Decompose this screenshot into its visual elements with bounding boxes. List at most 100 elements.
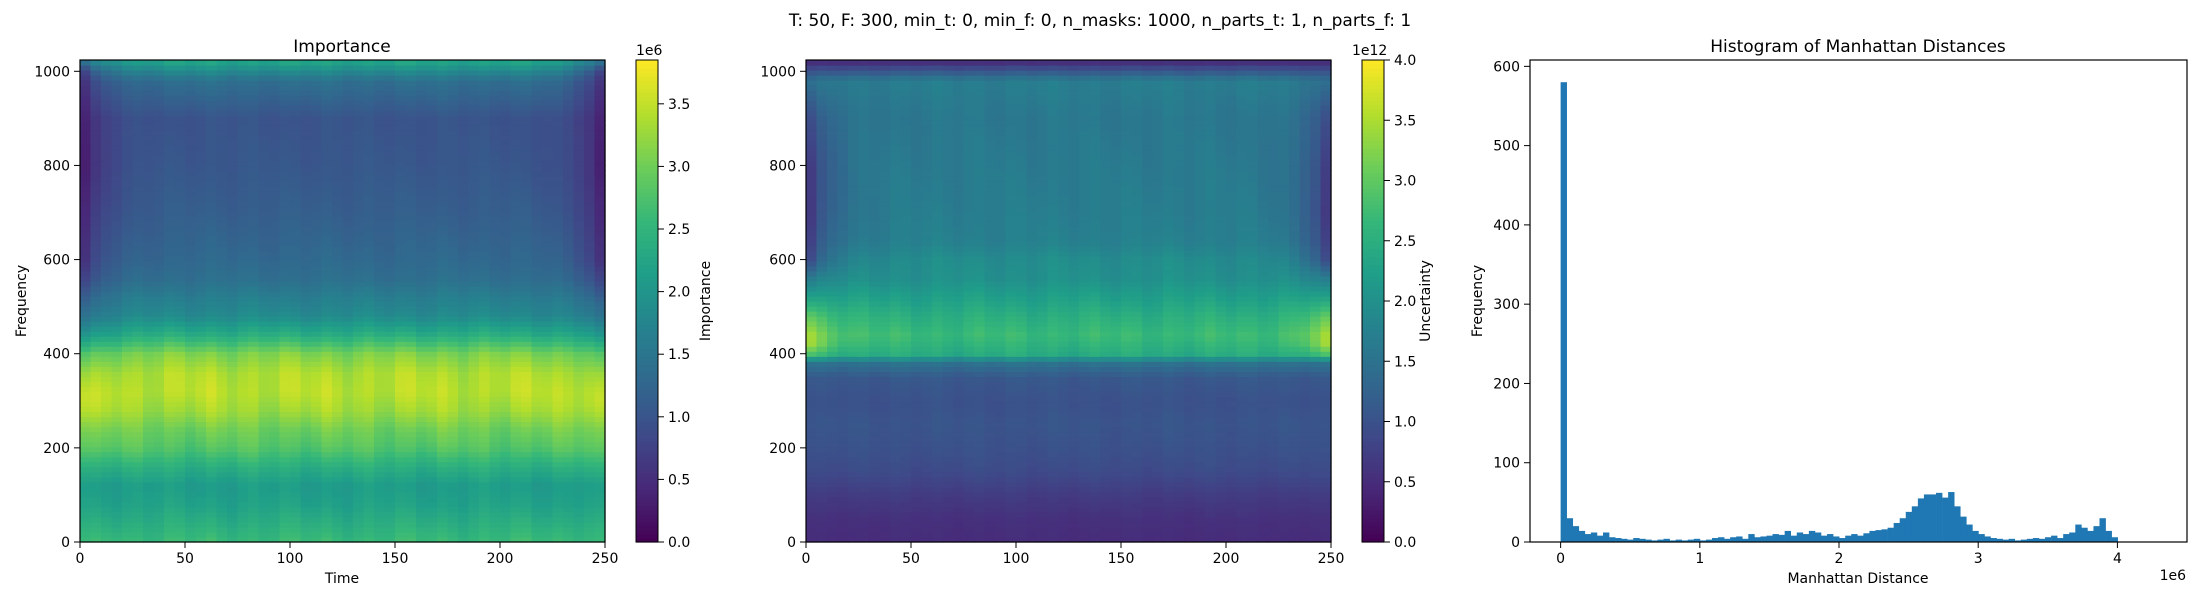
heatmap-cell [563, 356, 575, 362]
heatmap-cell [447, 491, 459, 498]
heatmap-cell [521, 140, 533, 146]
heatmap-cell [458, 381, 470, 387]
heatmap-cell [227, 75, 239, 81]
heatmap-cell [426, 526, 438, 533]
heatmap-cell [300, 401, 312, 408]
heatmap-cell [290, 255, 302, 262]
heatmap-cell [437, 496, 449, 503]
heatmap-cell [300, 270, 312, 277]
heatmap-cell [101, 195, 113, 202]
heatmap-cell [311, 95, 323, 101]
heatmap-cell [374, 526, 386, 533]
heatmap-cell [594, 150, 606, 156]
heatmap-cell [447, 381, 459, 387]
heatmap-cell [510, 165, 522, 172]
heatmap-cell [374, 361, 386, 367]
heatmap-cell [206, 75, 218, 81]
heatmap-cell [90, 431, 102, 438]
heatmap-cell [290, 351, 302, 357]
heatmap-cell [395, 521, 407, 528]
heatmap-cell [395, 285, 407, 292]
heatmap-cell [563, 361, 575, 367]
heatmap-cell [489, 526, 501, 533]
heatmap-cell [342, 140, 354, 146]
heatmap-cell [542, 195, 554, 202]
heatmap-cell [237, 441, 249, 448]
heatmap-cell [426, 486, 438, 493]
heatmap-cell [384, 326, 396, 332]
heatmap-cell [353, 245, 365, 252]
heatmap-cell [416, 110, 428, 116]
heatmap-cell [437, 220, 449, 227]
heatmap-cell [258, 326, 270, 332]
colorbar-tick-label: 1.0 [668, 410, 690, 426]
heatmap-cell [510, 341, 522, 347]
heatmap-cell [384, 416, 396, 423]
heatmap-cell [584, 476, 596, 483]
heatmap-cell [111, 190, 123, 197]
heatmap-cell [132, 301, 144, 307]
heatmap-cell [206, 215, 218, 222]
heatmap-cell [384, 275, 396, 282]
heatmap-cell [143, 210, 155, 217]
heatmap-cell [552, 356, 564, 362]
heatmap-cell [111, 95, 123, 101]
heatmap-cell [437, 361, 449, 367]
heatmap-cell [248, 391, 260, 397]
heatmap-cell [153, 240, 165, 247]
heatmap-cell [132, 225, 144, 232]
heatmap-cell [269, 210, 281, 217]
heatmap-cell [594, 531, 606, 538]
heatmap-cell [227, 366, 239, 372]
heatmap-cell [531, 180, 543, 187]
heatmap-cell [237, 170, 249, 177]
heatmap-cell [489, 476, 501, 483]
heatmap-cell [531, 110, 543, 116]
heatmap-cell [195, 476, 207, 483]
heatmap-cell [500, 441, 512, 448]
heatmap-cell [437, 130, 449, 136]
heatmap-cell [185, 75, 197, 81]
heatmap-cell [437, 511, 449, 518]
heatmap-cell [111, 456, 123, 463]
heatmap-cell [143, 295, 155, 302]
heatmap-cell [164, 285, 176, 292]
heatmap-cell [426, 105, 438, 111]
heatmap-cell [363, 401, 375, 408]
heatmap-cell [101, 336, 113, 342]
heatmap-cell [437, 170, 449, 177]
heatmap-cell [363, 195, 375, 202]
heatmap-cell [563, 466, 575, 473]
y-tick-label: 1000 [34, 64, 70, 80]
heatmap-cell [573, 255, 585, 262]
heatmap-cell [426, 115, 438, 121]
colorbar-segment [636, 393, 658, 398]
heatmap-cell [132, 175, 144, 182]
heatmap-cell [374, 301, 386, 307]
heatmap-cell [395, 301, 407, 307]
heatmap-cell [311, 381, 323, 387]
heatmap-cell [458, 265, 470, 272]
heatmap-cell [479, 326, 491, 332]
heatmap-cell [300, 240, 312, 247]
heatmap-cell [311, 336, 323, 342]
heatmap-cell [594, 100, 606, 106]
heatmap-cell [342, 381, 354, 387]
heatmap-cell [300, 316, 312, 322]
heatmap-cell [195, 220, 207, 227]
heatmap-cell [279, 501, 291, 508]
heatmap-cell [563, 471, 575, 478]
heatmap-cell [195, 60, 207, 66]
heatmap-cell [237, 225, 249, 232]
heatmap-cell [426, 411, 438, 418]
heatmap-cell [384, 165, 396, 172]
heatmap-cell [573, 431, 585, 438]
heatmap-cell [216, 175, 228, 182]
heatmap-cell [237, 331, 249, 337]
heatmap-cell [227, 235, 239, 242]
heatmap-cell [321, 331, 333, 337]
heatmap-cell [363, 105, 375, 111]
heatmap-cell [395, 471, 407, 478]
heatmap-cell [321, 180, 333, 187]
heatmap-cell [101, 536, 113, 543]
